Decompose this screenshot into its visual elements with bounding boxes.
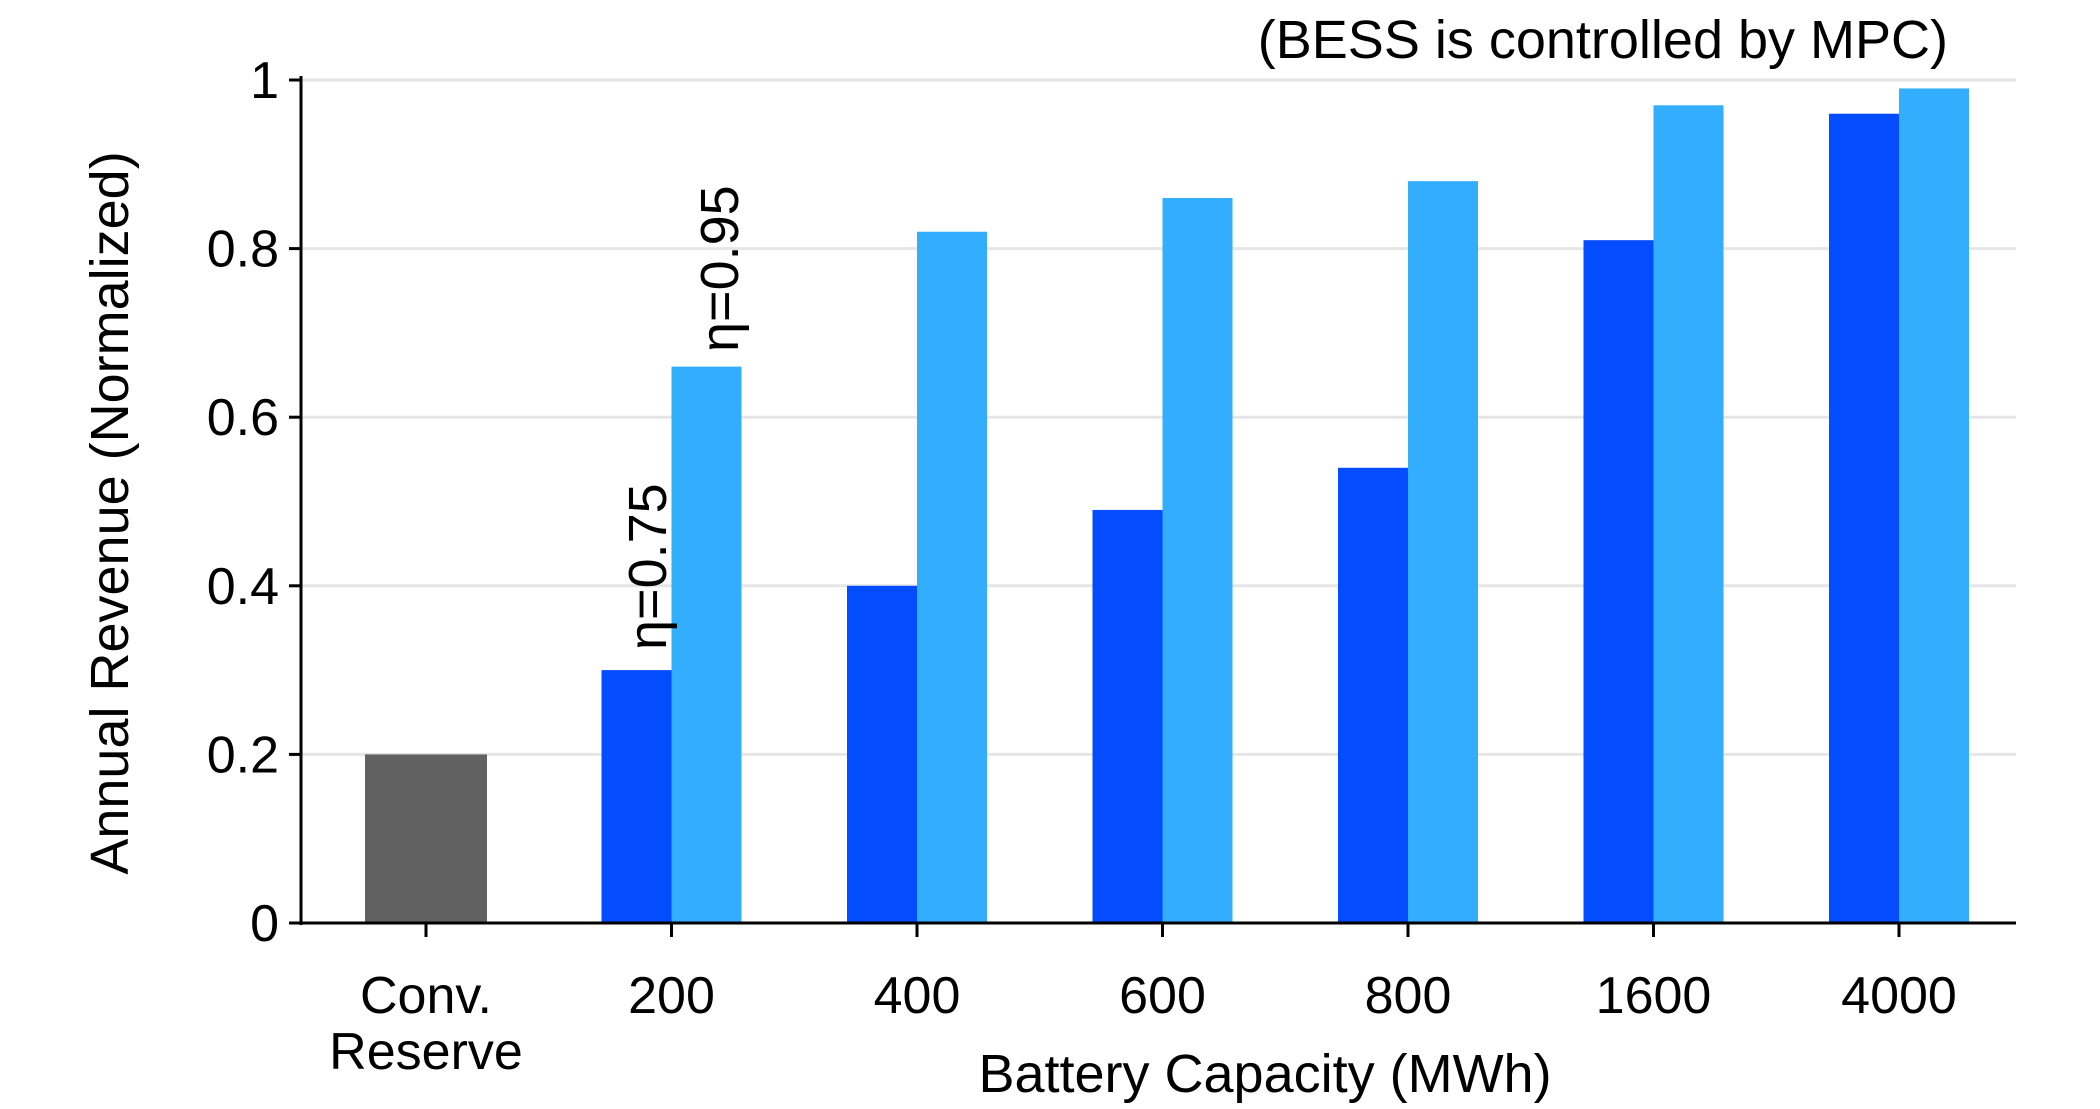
bar-series-1 xyxy=(1829,113,1899,924)
bar-series-1 xyxy=(1092,509,1163,923)
bar-series-2 xyxy=(671,366,742,923)
y-tick-label: 0.2 xyxy=(207,726,279,784)
chart-title: (BESS is controlled by MPC) xyxy=(1258,10,1948,70)
bar-series-2 xyxy=(1653,105,1724,924)
x-tick-label: 800 xyxy=(1365,967,1452,1025)
bar-series-1 xyxy=(1338,467,1408,923)
bar-series-0 xyxy=(365,754,487,923)
y-tick-label: 1 xyxy=(250,52,279,110)
gridlines xyxy=(301,78,2016,756)
bar-series-1 xyxy=(601,670,672,923)
ticks: 0 0.2 0.4 0.6 0.8 1 Conv.Reserve 200 400 600 800 16… xyxy=(207,52,1957,1081)
bars xyxy=(365,88,1969,924)
x-tick-label: 4000 xyxy=(1841,967,1957,1025)
y-tick-label: 0.6 xyxy=(207,389,279,447)
axes xyxy=(299,76,2016,925)
y-tick-label: 0.8 xyxy=(207,221,279,279)
x-tick-label: Conv. xyxy=(360,967,492,1025)
y-axis-title: Annual Revenue (Normalized) xyxy=(80,151,140,874)
x-tick-label: 200 xyxy=(628,967,715,1025)
x-tick-label: 600 xyxy=(1119,967,1206,1025)
x-axis-title: Battery Capacity (MWh) xyxy=(978,1044,1551,1104)
bar-series-2 xyxy=(1162,198,1233,923)
x-tick-label: 400 xyxy=(874,967,961,1025)
x-tick-label: Reserve xyxy=(329,1023,523,1081)
bar-series-1 xyxy=(1583,240,1654,924)
y-tick-label: 0 xyxy=(250,895,279,953)
bar-series-2 xyxy=(917,231,987,924)
bar-series-2 xyxy=(1899,88,1969,924)
y-tick-label: 0.4 xyxy=(207,558,279,616)
eta-075-annotation: η=0.75 xyxy=(618,483,678,650)
bar-series-1 xyxy=(847,585,917,923)
x-tick-label: 1600 xyxy=(1596,967,1712,1025)
bar-series-2 xyxy=(1408,181,1478,923)
eta-095-annotation: η=0.95 xyxy=(690,185,750,352)
